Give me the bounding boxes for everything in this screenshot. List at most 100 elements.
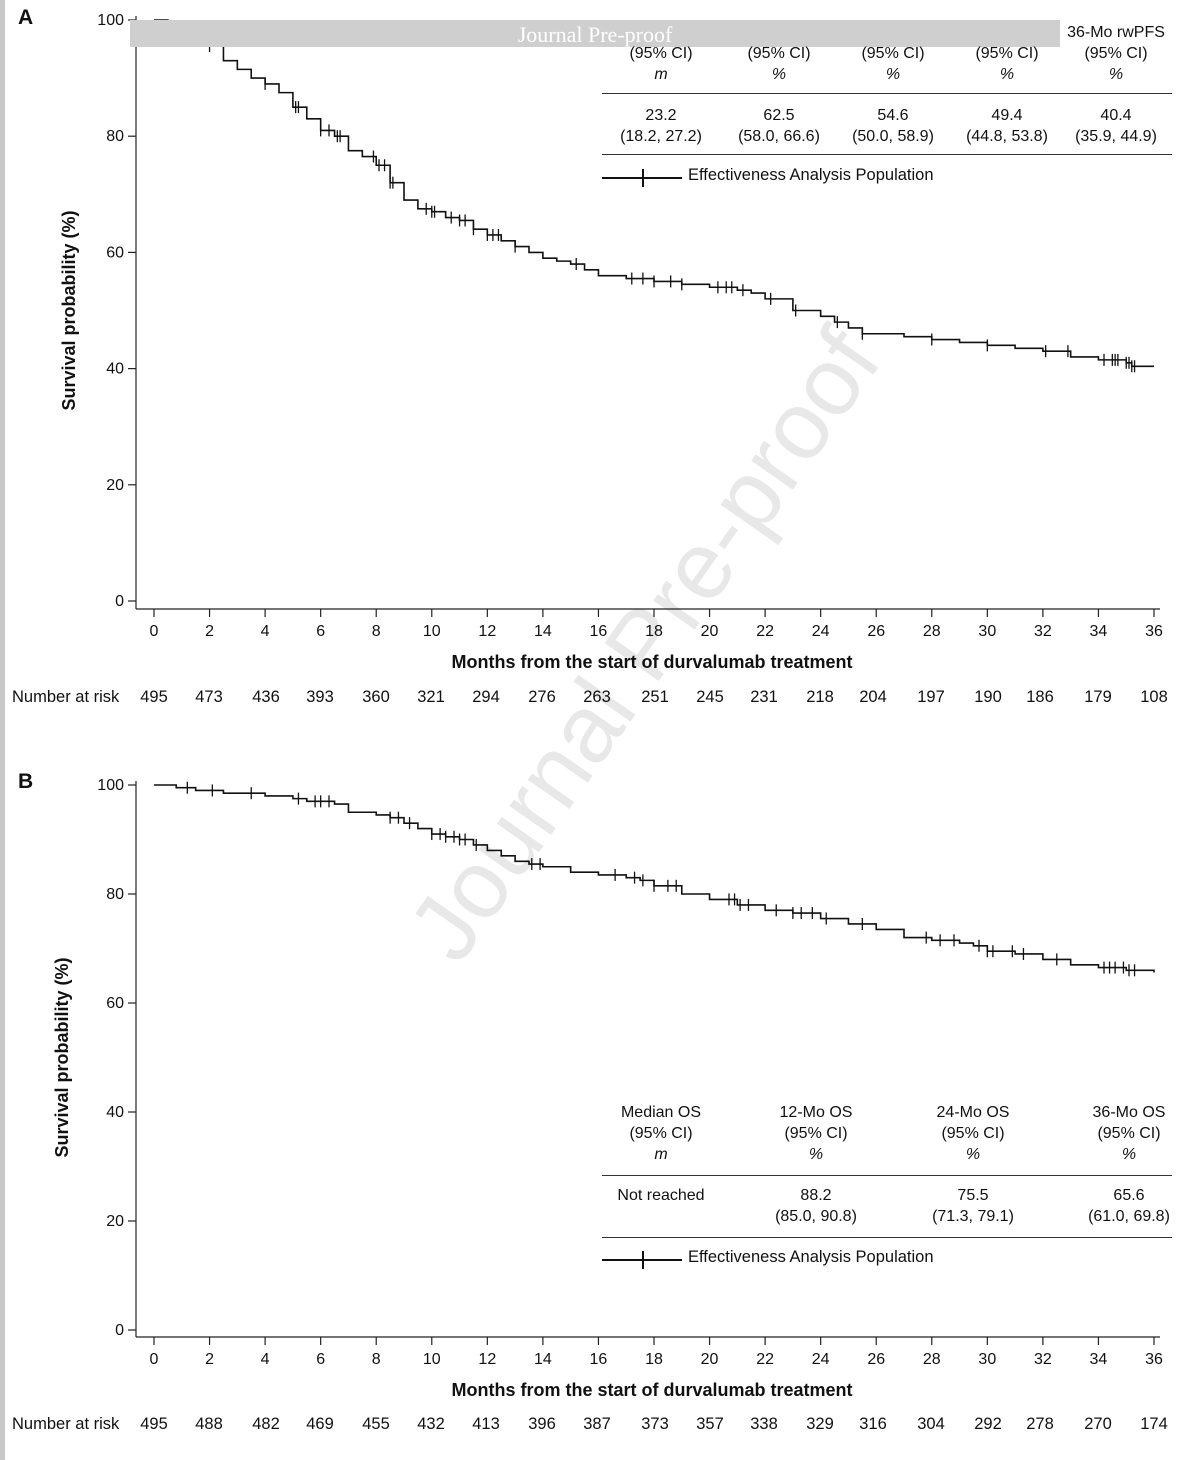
cb-risk-value-12: 329 bbox=[806, 1415, 834, 1433]
cb-x-tick-label-14: 14 bbox=[534, 1351, 552, 1368]
ca-x-tick-label-22: 22 bbox=[756, 623, 774, 640]
ca-x-tick-label-0: 0 bbox=[150, 623, 159, 640]
cb-x-tick-label-32: 32 bbox=[1034, 1351, 1052, 1368]
cb-table-col-1: 12-Mo OS (95% CI)% 88.2 (85.0, 90.8) bbox=[746, 1102, 886, 1227]
ca-table-col-1-range: (58.0, 66.6) bbox=[738, 128, 820, 145]
ca-y-axis-label: Survival probability (%) bbox=[59, 210, 79, 410]
ca-risk-value-10: 245 bbox=[696, 688, 724, 706]
cb-table-col-0: Median OS (95% CI) m Not reached bbox=[591, 1102, 731, 1206]
ca-table-col-2-ci: (95% CI) bbox=[861, 45, 925, 62]
risk-b-label: Number at risk bbox=[12, 1415, 120, 1433]
ca-risk-value-13: 204 bbox=[859, 688, 887, 706]
ca-risk-value-5: 321 bbox=[417, 688, 445, 706]
cb-risk-value-15: 292 bbox=[974, 1415, 1002, 1433]
legend-a-censor-mark bbox=[642, 169, 644, 187]
ca-table-col-3-unit: % bbox=[999, 66, 1015, 83]
cb-table-col-1-ci: (95% CI) bbox=[784, 1125, 848, 1142]
ca-x-tick-label-30: 30 bbox=[978, 623, 996, 640]
ca-x-tick-label-32: 32 bbox=[1034, 623, 1052, 640]
cb-x-tick-label-2: 2 bbox=[205, 1351, 214, 1368]
ca-table-col-0-value: 23.2 bbox=[645, 107, 677, 124]
cb-table-col-3-spacer bbox=[1059, 1165, 1185, 1185]
journal-preproof-banner: Journal Pre-proof bbox=[130, 20, 1060, 47]
cb-risk-value-10: 357 bbox=[696, 1415, 724, 1433]
cb-risk-value-2: 482 bbox=[252, 1415, 280, 1433]
cb-risk-value-4: 455 bbox=[362, 1415, 390, 1433]
ca-y-tick-label-20: 20 bbox=[106, 477, 124, 494]
cb-x-tick-label-4: 4 bbox=[261, 1351, 270, 1368]
ca-x-tick-label-34: 34 bbox=[1090, 623, 1108, 640]
ca-table-col-3-value: 49.4 bbox=[991, 107, 1023, 124]
ca-table-col-4-ci: (95% CI) bbox=[1084, 45, 1148, 62]
cb-table-col-1-range: (85.0, 90.8) bbox=[775, 1208, 857, 1225]
table-b-bottom-rule bbox=[602, 1237, 1172, 1238]
legend-b-censor-mark bbox=[642, 1251, 644, 1269]
cb-x-tick-label-18: 18 bbox=[645, 1351, 663, 1368]
ca-table-col-1-value: 62.5 bbox=[763, 107, 795, 124]
cb-table-col-1-spacer bbox=[746, 1165, 886, 1185]
cb-risk-value-0: 495 bbox=[140, 1415, 168, 1433]
cb-table-col-2-range: (71.3, 79.1) bbox=[932, 1208, 1014, 1225]
risk-table-b: Number at risk 495 488 482 469 455 432 413 396 3… bbox=[0, 1415, 1185, 1437]
ca-y-tick-label-60: 60 bbox=[106, 244, 124, 261]
ca-x-tick-label-28: 28 bbox=[923, 623, 941, 640]
cb-table-col-3-ci: (95% CI) bbox=[1097, 1125, 1161, 1142]
ca-y-tick-label-80: 80 bbox=[106, 128, 124, 145]
cb-x-tick-label-26: 26 bbox=[867, 1351, 885, 1368]
ca-risk-value-18: 108 bbox=[1140, 688, 1168, 706]
cb-y-tick-label-100: 100 bbox=[97, 777, 124, 794]
cb-table-col-2-ci: (95% CI) bbox=[941, 1125, 1005, 1142]
cb-table-col-2-spacer bbox=[903, 1165, 1043, 1185]
cb-risk-value-13: 316 bbox=[859, 1415, 887, 1433]
ca-risk-value-7: 276 bbox=[528, 688, 556, 706]
ca-x-tick-label-36: 36 bbox=[1145, 623, 1163, 640]
table-a-header-rule bbox=[602, 93, 1172, 94]
ca-x-tick-label-2: 2 bbox=[205, 623, 214, 640]
left-edge-bar bbox=[0, 0, 5, 1460]
ca-table-col-4-title: 36-Mo rwPFS bbox=[1067, 24, 1165, 41]
ca-risk-value-17: 179 bbox=[1084, 688, 1112, 706]
ca-x-tick-label-6: 6 bbox=[316, 623, 325, 640]
ca-risk-value-8: 263 bbox=[583, 688, 611, 706]
ca-x-tick-label-4: 4 bbox=[261, 623, 270, 640]
cb-y-tick-label-20: 20 bbox=[106, 1213, 124, 1230]
ca-table-col-4-range: (35.9, 44.9) bbox=[1075, 128, 1157, 145]
ca-table-col-4-spacer bbox=[1061, 85, 1171, 105]
cb-x-tick-label-16: 16 bbox=[590, 1351, 608, 1368]
ca-x-axis-label: Months from the start of durvalumab trea… bbox=[451, 652, 852, 672]
cb-risk-value-1: 488 bbox=[195, 1415, 223, 1433]
ca-table-col-3-ci: (95% CI) bbox=[975, 45, 1039, 62]
ca-x-tick-label-8: 8 bbox=[372, 623, 381, 640]
ca-table-col-3-title bbox=[937, 22, 1077, 43]
cb-x-tick-label-6: 6 bbox=[316, 1351, 325, 1368]
ca-table-col-0-ci: (95% CI) bbox=[629, 45, 693, 62]
ca-y-tick-label-40: 40 bbox=[106, 361, 124, 378]
cb-x-tick-label-0: 0 bbox=[150, 1351, 159, 1368]
cb-table-col-2: 24-Mo OS (95% CI)% 75.5 (71.3, 79.1) bbox=[903, 1102, 1043, 1227]
risk-a-label: Number at risk bbox=[12, 688, 120, 706]
ca-risk-value-3: 393 bbox=[306, 688, 334, 706]
cb-table-col-0-ci: (95% CI) bbox=[629, 1125, 693, 1142]
cb-x-tick-label-34: 34 bbox=[1090, 1351, 1108, 1368]
ca-x-tick-label-14: 14 bbox=[534, 623, 552, 640]
cb-risk-value-5: 432 bbox=[417, 1415, 445, 1433]
ca-table-col-3-spacer bbox=[937, 85, 1077, 105]
ca-risk-value-4: 360 bbox=[362, 688, 390, 706]
cb-table-col-2-value: 75.5 bbox=[957, 1187, 989, 1204]
ca-table-col-3: (95% CI)% 49.4 (44.8, 53.8) bbox=[937, 22, 1077, 147]
ca-x-tick-label-10: 10 bbox=[423, 623, 441, 640]
cb-x-tick-label-24: 24 bbox=[812, 1351, 830, 1368]
cb-x-tick-label-36: 36 bbox=[1145, 1351, 1163, 1368]
cb-x-tick-label-10: 10 bbox=[423, 1351, 441, 1368]
ca-table-col-0-unit: m bbox=[654, 66, 668, 83]
cb-risk-value-14: 304 bbox=[917, 1415, 945, 1433]
ca-risk-value-11: 231 bbox=[750, 688, 778, 706]
cb-table-col-2-title: 24-Mo OS bbox=[936, 1104, 1010, 1121]
table-b-header-rule bbox=[602, 1175, 1172, 1176]
cb-y-tick-label-0: 0 bbox=[115, 1322, 124, 1339]
cb-table-col-0-value: Not reached bbox=[617, 1187, 705, 1204]
legend-a-label: Effectiveness Analysis Population bbox=[688, 166, 934, 184]
ca-risk-value-9: 251 bbox=[641, 688, 669, 706]
cb-risk-value-6: 413 bbox=[472, 1415, 500, 1433]
cb-table-col-3: 36-Mo OS (95% CI)% 65.6 (61.0, 69.8) bbox=[1059, 1102, 1185, 1227]
